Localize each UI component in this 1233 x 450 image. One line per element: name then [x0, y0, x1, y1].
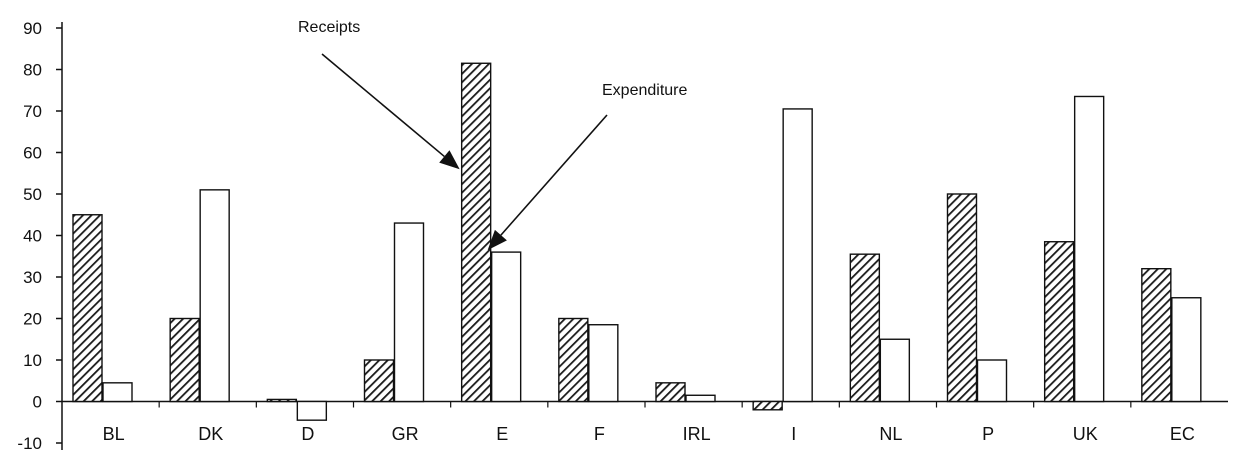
category-label: UK — [1073, 424, 1098, 444]
receipts-annotation-arrow — [321, 53, 460, 170]
receipts-bar — [752, 400, 783, 411]
axes: -10 0 10 20 30 40 50 60 70 80 90 — [17, 19, 1228, 450]
expenditure-bar — [1073, 95, 1105, 403]
annotations: Receipts Expenditure — [298, 19, 687, 251]
receipts-bar — [460, 62, 492, 403]
category-label: P — [982, 424, 994, 444]
expenditure-bar — [393, 222, 425, 403]
receipts-bar — [1141, 268, 1172, 403]
expenditure-bar — [588, 324, 619, 403]
expenditure-bar — [490, 251, 522, 403]
y-tick-label: 50 — [23, 185, 42, 204]
y-tick-label: 90 — [23, 19, 42, 38]
expenditure-annotation-label: Expenditure — [602, 82, 687, 99]
y-tick-label: 60 — [23, 144, 42, 163]
receipts-bar — [849, 253, 881, 403]
y-tick-label: 0 — [33, 393, 42, 412]
expenditure-bar — [199, 189, 230, 403]
category-label: F — [594, 424, 605, 444]
y-tick-label: 10 — [23, 351, 42, 370]
category-label: EC — [1170, 424, 1195, 444]
expenditure-bar — [782, 108, 813, 403]
expenditure-bar — [879, 338, 911, 403]
expenditure-bar — [1171, 297, 1202, 403]
category-label: GR — [392, 424, 419, 444]
receipts-bar — [946, 193, 978, 403]
expenditure-bar — [296, 400, 328, 421]
receipts-bar — [72, 214, 103, 403]
expenditure-bar — [102, 382, 133, 403]
receipts-bar — [363, 359, 395, 403]
y-tick-label: 30 — [23, 268, 42, 287]
bars — [72, 62, 1202, 421]
y-tick-label: 80 — [23, 61, 42, 80]
y-tick-label: -10 — [17, 434, 42, 450]
y-tick-label: 20 — [23, 310, 42, 329]
expenditure-bar — [685, 394, 716, 403]
y-tick-label: 70 — [23, 102, 42, 121]
category-labels: BL DK D GR E F IRL I NL P UK EC — [103, 424, 1195, 444]
category-label: D — [301, 424, 314, 444]
category-label: NL — [879, 424, 902, 444]
receipts-annotation-label: Receipts — [298, 19, 360, 36]
receipts-bar — [655, 382, 686, 403]
y-tick-label: 40 — [23, 227, 42, 246]
receipts-bar — [558, 317, 589, 403]
receipts-bar — [266, 398, 298, 403]
category-label: BL — [103, 424, 125, 444]
category-label: E — [496, 424, 508, 444]
category-label: IRL — [683, 424, 711, 444]
receipts-bar — [1043, 241, 1075, 403]
receipts-bar — [169, 317, 200, 403]
category-label: DK — [198, 424, 223, 444]
expenditure-annotation-arrow — [487, 114, 608, 251]
expenditure-bar — [976, 359, 1008, 403]
category-label: I — [791, 424, 796, 444]
